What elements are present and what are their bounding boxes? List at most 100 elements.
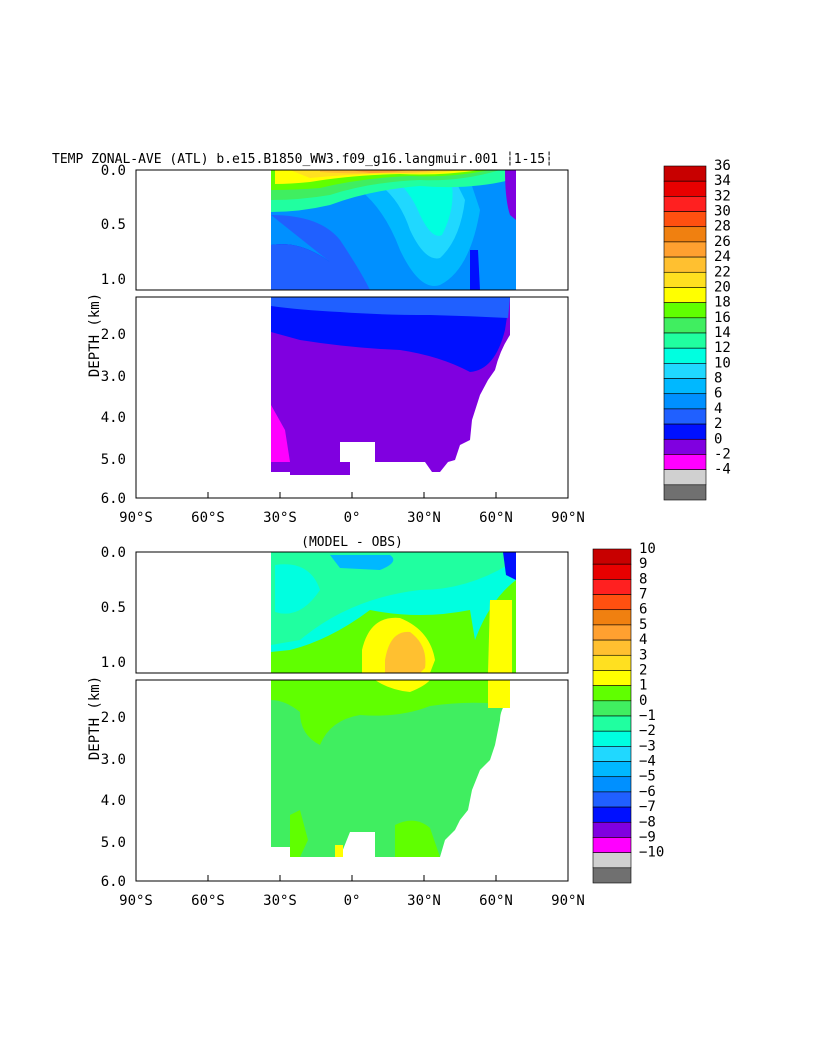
x-tick-label: 30°S — [263, 510, 297, 526]
y-tick: 0.0 — [101, 163, 126, 179]
bottom-upper-field — [271, 552, 516, 673]
x-tick-label: 30°S — [263, 893, 297, 909]
field-band-28 — [350, 170, 410, 173]
colorbar-swatch — [663, 256, 707, 273]
y-axis-label: DEPTH (km) — [87, 293, 103, 377]
colorbar-swatch — [592, 654, 632, 671]
colorbar-label: −10 — [639, 845, 664, 861]
y-tick: 2.0 — [101, 710, 126, 726]
colorbar-swatch — [663, 165, 707, 182]
colorbar-label: 0 — [714, 431, 722, 447]
colorbar-swatch — [663, 347, 707, 364]
bottom-x-ticks: 90°S 60°S 30°S 0° 30°N 60°N 90°N — [119, 875, 585, 909]
y-tick: 5.0 — [101, 835, 126, 851]
colorbar-swatch — [592, 821, 632, 838]
colorbar-swatch — [663, 226, 707, 243]
field-band-0-deep — [271, 405, 290, 462]
diff-band-1-floor-west — [290, 810, 308, 857]
x-tick-label: 60°S — [191, 510, 225, 526]
bottom-title: (MODEL - OBS) — [301, 535, 403, 550]
colorbar-label: 1 — [639, 678, 647, 694]
x-tick-label: 60°N — [479, 893, 513, 909]
field-band-2-floor — [290, 462, 350, 475]
x-tick-label: 60°N — [479, 510, 513, 526]
colorbar-swatch — [663, 438, 707, 455]
colorbar-label: −4 — [639, 754, 656, 770]
colorbar-label: 9 — [639, 556, 647, 572]
x-tick-label: 0° — [344, 510, 361, 526]
field-band-6-deep — [271, 297, 510, 318]
field-band-6-west — [271, 215, 370, 290]
colorbar-label: 14 — [714, 325, 731, 341]
colorbar-swatch — [592, 579, 632, 595]
colorbar-swatch — [592, 548, 632, 565]
colorbar-label: -4 — [714, 462, 731, 478]
colorbar-swatch — [663, 408, 707, 425]
colorbar-label: 34 — [714, 173, 731, 189]
diff-band-1-floor-east — [395, 820, 440, 857]
colorbar-swatch — [663, 241, 707, 258]
colorbar-label: −3 — [639, 738, 656, 754]
colorbar-label: −8 — [639, 814, 656, 830]
colorbar-swatch — [592, 776, 632, 793]
colorbar-swatch — [592, 746, 632, 762]
y-tick: 6.0 — [101, 491, 126, 507]
diff-band-2-floor — [335, 845, 343, 857]
colorbar-label: 30 — [714, 204, 731, 220]
diff-band-3-core — [385, 631, 426, 673]
colorbar-swatch — [663, 423, 707, 440]
colorbar-label: 12 — [714, 340, 731, 356]
y-axis-label: DEPTH (km) — [87, 676, 103, 760]
y-tick: 5.0 — [101, 452, 126, 468]
y-tick: 4.0 — [101, 793, 126, 809]
y-tick: 1.0 — [101, 655, 126, 671]
colorbar-label: 10 — [714, 355, 731, 371]
colorbar-swatch — [592, 639, 632, 656]
colorbar-label: 4 — [639, 632, 647, 648]
colorbar-label: 3 — [639, 647, 647, 663]
y-tick: 0.0 — [101, 545, 126, 561]
colorbar-swatch — [592, 609, 632, 626]
colorbar-swatch — [592, 685, 632, 702]
colorbar-swatch — [592, 837, 632, 853]
x-tick-label: 60°S — [191, 893, 225, 909]
colorbar-swatch — [592, 563, 632, 580]
diff-band-minus2-west — [275, 564, 320, 614]
top-upper-frame — [135, 169, 569, 291]
colorbar-label: 5 — [639, 617, 647, 633]
colorbar-swatch — [592, 730, 632, 747]
colorbar-swatch — [663, 196, 707, 212]
colorbar-swatch — [592, 670, 632, 686]
colorbar-label: 20 — [714, 279, 731, 295]
colorbar-swatch — [663, 211, 707, 228]
field-band-4-north — [470, 250, 480, 290]
colorbar-label: 18 — [714, 295, 731, 311]
x-tick-label: 90°S — [119, 893, 153, 909]
colorbar-label: 26 — [714, 234, 731, 250]
colorbar-swatch — [592, 624, 632, 641]
bottom-panel: (MODEL - OBS) 0.0 0.5 1.0 2.0 3.0 — [87, 535, 664, 909]
y-tick: 1.0 — [101, 272, 126, 288]
colorbar-label: 22 — [714, 264, 731, 280]
bottom-lower-field — [271, 680, 510, 857]
colorbar-label: 7 — [639, 587, 647, 603]
top-upper-field — [271, 170, 516, 290]
x-tick-label: 30°N — [407, 510, 441, 526]
x-tick-label: 0° — [344, 893, 361, 909]
colorbar-swatch — [663, 317, 707, 334]
bottom-upper-frame — [135, 551, 569, 674]
colorbar-swatch — [592, 867, 632, 884]
diff-band-minus5-north — [503, 552, 516, 580]
colorbar-label: 6 — [639, 602, 647, 618]
y-tick: 3.0 — [101, 369, 126, 385]
colorbar-label: 28 — [714, 219, 731, 235]
top-x-ticks: 90°S 60°S 30°S 0° 30°N 60°N 90°N — [119, 492, 585, 526]
y-tick: 4.0 — [101, 410, 126, 426]
diff-band-2-north — [488, 600, 512, 673]
colorbar-label: −9 — [639, 829, 656, 845]
top-title: TEMP ZONAL-AVE (ATL) b.e15.B1850_WW3.f09… — [52, 151, 553, 167]
x-tick-label: 90°S — [119, 510, 153, 526]
